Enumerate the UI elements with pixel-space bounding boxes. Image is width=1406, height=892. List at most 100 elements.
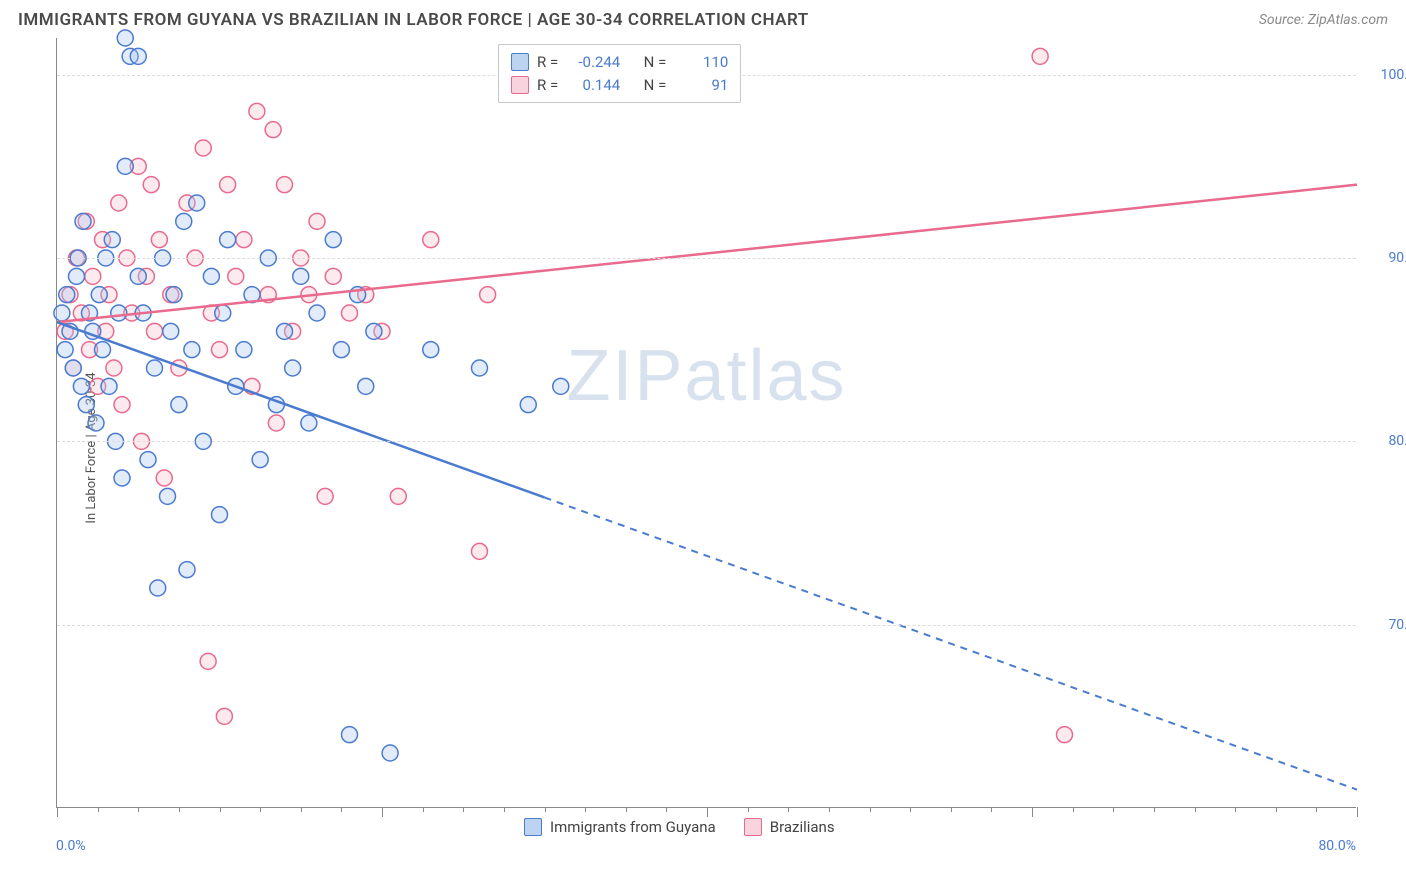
data-point [59, 287, 75, 303]
data-point [166, 287, 182, 303]
data-point [160, 488, 176, 504]
x-tick [1357, 807, 1358, 817]
data-point [277, 177, 293, 193]
x-tick [463, 807, 464, 812]
data-point [212, 507, 228, 523]
data-point [293, 268, 309, 284]
data-point [1057, 727, 1073, 743]
series-legend: Immigrants from Guyana Brazilians [524, 818, 835, 836]
data-point [147, 323, 163, 339]
x-tick [220, 807, 221, 812]
x-tick [991, 807, 992, 812]
trend-line [57, 185, 1357, 322]
data-point [117, 30, 133, 46]
x-tick [748, 807, 749, 812]
x-tick [829, 807, 830, 812]
x-tick [260, 807, 261, 812]
data-point [333, 342, 349, 358]
data-point [88, 415, 104, 431]
swatch-guyana [511, 53, 529, 71]
swatch-brazilian [511, 76, 529, 94]
x-tick [1235, 807, 1236, 812]
data-point [91, 287, 107, 303]
gridline [57, 625, 1356, 626]
x-tick [504, 807, 505, 812]
trend-line [57, 322, 545, 497]
x-max-label: 80.0% [1318, 838, 1356, 854]
data-point [325, 232, 341, 248]
data-point [189, 195, 205, 211]
data-point [163, 323, 179, 339]
data-point [366, 323, 382, 339]
x-tick [870, 807, 871, 812]
data-point [111, 195, 127, 211]
data-point [130, 48, 146, 64]
data-point [236, 342, 252, 358]
y-tick-label: 70.0% [1366, 617, 1406, 633]
data-point [382, 745, 398, 761]
x-tick [98, 807, 99, 812]
data-point [95, 342, 111, 358]
data-point [553, 378, 569, 394]
swatch-guyana-icon [524, 818, 542, 836]
gridline [57, 441, 1356, 442]
y-tick-label: 100.0% [1366, 67, 1406, 83]
x-tick [1316, 807, 1317, 812]
data-point [65, 360, 81, 376]
data-point [143, 177, 159, 193]
chart-area: In Labor Force | Age 30-34 ZIPatlas 70.0… [18, 38, 1388, 858]
x-tick [341, 807, 342, 812]
data-point [101, 378, 117, 394]
data-point [390, 488, 406, 504]
data-point [106, 360, 122, 376]
data-point [171, 397, 187, 413]
x-tick [1113, 807, 1114, 812]
x-tick [626, 807, 627, 812]
data-point [249, 103, 265, 119]
x-tick [707, 807, 708, 817]
data-point [1032, 48, 1048, 64]
plot-region: ZIPatlas 70.0%80.0%90.0%100.0% [56, 38, 1356, 808]
x-tick [301, 807, 302, 812]
data-point [277, 323, 293, 339]
data-point [147, 360, 163, 376]
data-point [195, 140, 211, 156]
data-point [150, 580, 166, 596]
x-tick [138, 807, 139, 812]
x-tick [423, 807, 424, 812]
data-point [325, 268, 341, 284]
x-tick [666, 807, 667, 812]
data-point [220, 177, 236, 193]
x-tick [788, 807, 789, 812]
data-point [268, 415, 284, 431]
data-point [317, 488, 333, 504]
y-tick-label: 90.0% [1366, 250, 1406, 266]
data-point [215, 305, 231, 321]
scatter-svg [57, 38, 1357, 808]
data-point [156, 470, 172, 486]
x-tick [910, 807, 911, 812]
data-point [216, 708, 232, 724]
gridline [57, 258, 1356, 259]
data-point [472, 360, 488, 376]
x-tick [585, 807, 586, 812]
data-point [342, 727, 358, 743]
x-tick [1073, 807, 1074, 812]
data-point [480, 287, 496, 303]
data-point [301, 415, 317, 431]
data-point [73, 378, 89, 394]
data-point [57, 342, 73, 358]
x-tick [382, 807, 383, 817]
data-point [252, 452, 268, 468]
data-point [423, 342, 439, 358]
data-point [111, 305, 127, 321]
data-point [358, 378, 374, 394]
x-tick [57, 807, 58, 817]
data-point [220, 232, 236, 248]
data-point [140, 452, 156, 468]
data-point [228, 268, 244, 284]
x-tick [951, 807, 952, 812]
data-point [265, 122, 281, 138]
legend-row-brazilian: R = 0.144 N = 91 [511, 74, 728, 97]
data-point [309, 213, 325, 229]
